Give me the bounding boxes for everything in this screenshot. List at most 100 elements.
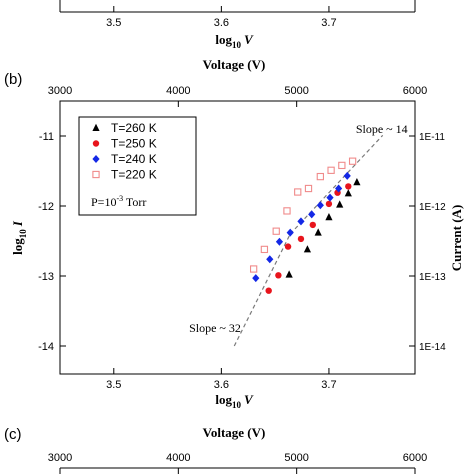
data-point: [316, 172, 324, 181]
panel-c: (c) Voltage (V) 3000 4000 5000 6000: [4, 425, 427, 474]
data-point: [266, 255, 274, 264]
data-point: [326, 193, 334, 202]
legend-marker: [92, 170, 100, 179]
slope-annotation: Slope ~ 14: [356, 122, 408, 136]
data-point: [325, 200, 333, 208]
panel-b-x-ticks: 3.5 3.6 3.7: [106, 368, 337, 391]
panel-b-label: (b): [4, 71, 22, 88]
data-point: [345, 183, 352, 190]
panel-c-top-tick-label: 5000: [284, 452, 308, 464]
legend-pressure-note: P=10-3 Torr: [91, 194, 146, 209]
panel-b-right-tick-label: 1E-14: [419, 342, 446, 353]
panel-b-top-tick-label: 6000: [403, 85, 427, 97]
slope-fit-line: [233, 233, 291, 347]
panel-b-right-axis-label: Current (A): [449, 205, 464, 272]
panel-b-y-tick-label: -13: [38, 271, 54, 283]
data-point: [294, 188, 302, 196]
panel-b-x-tick-label: 3.5: [106, 379, 121, 391]
panel-b-ylabel-var: I: [10, 220, 25, 227]
legend-label: T=240 K: [111, 152, 157, 166]
panel-b-ylabel-sub: 10: [18, 229, 28, 239]
legend-pressure-unit: Torr: [123, 195, 146, 209]
data-point: [297, 235, 305, 243]
panel-b-plot-frame: [59, 100, 416, 375]
data-point: [353, 178, 361, 186]
data-point: [285, 270, 293, 278]
data-point: [265, 287, 272, 294]
panel-b-y-tick-label: -11: [39, 131, 54, 143]
data-point: [297, 217, 305, 226]
panel-b-right-tick-label: 1E-13: [419, 272, 446, 283]
panel-b-right-tick-label: 1E-12: [419, 202, 446, 213]
panel-b-top-ticks: 3000 4000 5000 6000: [48, 85, 427, 107]
panel-a-x-tick-label: 3.6: [214, 17, 229, 29]
panel-b-legend: T=260 K T=250 KT=240 K T=220 K P=10-3 Torr: [78, 116, 197, 216]
legend-marker: [92, 123, 100, 131]
panel-c-top-ticks: 3000 4000 5000 6000: [48, 452, 427, 474]
panel-c-top-tick-label: 6000: [403, 452, 427, 464]
data-point: [316, 201, 324, 210]
legend-marker: [92, 140, 100, 147]
data-point: [252, 274, 260, 283]
panel-b-annotations: Slope ~ 14 Slope ~ 32: [189, 122, 408, 335]
panel-a-x-tick-label: 3.5: [106, 17, 121, 29]
panel-b-y-ticks: -11 -12 -13 -14: [38, 131, 66, 353]
data-point: [272, 227, 280, 235]
data-point: [338, 161, 346, 170]
data-point: [275, 237, 284, 246]
legend-items: T=260 K T=250 KT=240 K T=220 K: [92, 121, 157, 182]
panel-b-right-ticks: 1E-11 1E-12 1E-13 1E-14: [409, 132, 446, 353]
panel-a-x-ticks: 3.5 3.6 3.7: [106, 6, 337, 29]
data-point: [344, 189, 352, 197]
data-point: [314, 228, 322, 236]
data-point: [335, 184, 343, 193]
panel-b-top-tick-label: 4000: [166, 85, 190, 97]
panel-b-series: [249, 157, 361, 294]
legend-pressure-base: P=10: [91, 195, 116, 209]
data-point: [260, 245, 269, 254]
panel-b-right-tick-label: 1E-11: [419, 132, 445, 143]
legend-box: [78, 116, 197, 216]
legend-marker: [92, 155, 100, 163]
panel-b: (b) Voltage (V) 3000 4000 5000 6000 3.5 3.6 3…: [4, 57, 464, 410]
panel-a-xlabel-var: V: [244, 32, 254, 47]
data-point: [286, 228, 294, 237]
panel-b-ylabel-base: log: [10, 238, 25, 255]
panel-a-xlabel-sub: 10: [232, 40, 242, 50]
panel-b-y-axis-label: log10 I: [10, 220, 28, 255]
data-point: [309, 221, 317, 229]
legend-label: T=250 K: [111, 137, 157, 151]
panel-b-top-axis-label: Voltage (V): [203, 57, 266, 72]
data-point: [304, 184, 313, 193]
data-point: [275, 272, 282, 279]
data-point: [284, 243, 292, 250]
panel-b-y-tick-label: -14: [38, 341, 54, 353]
panel-a: 3.5 3.6 3.7 log10 V: [59, 0, 416, 50]
data-point: [325, 213, 333, 221]
panel-c-top-tick-label: 3000: [48, 452, 72, 464]
data-point: [348, 157, 357, 165]
panel-b-x-axis-label: log10 V: [215, 392, 254, 410]
legend-label: T=220 K: [111, 168, 157, 182]
panel-b-xlabel-var: V: [244, 392, 254, 407]
panel-b-x-tick-label: 3.6: [214, 379, 229, 391]
panel-b-x-tick-label: 3.7: [321, 379, 336, 391]
panel-b-y-tick-label: -12: [38, 201, 54, 213]
panel-c-top-axis-label: Voltage (V): [203, 425, 266, 440]
panel-b-top-tick-label: 3000: [48, 85, 72, 97]
panel-b-fit-lines: [233, 134, 384, 347]
data-point: [303, 245, 312, 253]
panel-c-label: (c): [4, 426, 22, 443]
data-point: [308, 210, 316, 219]
slope-fit-line: [289, 134, 384, 235]
panel-b-xlabel-base: log: [215, 392, 232, 407]
panel-a-x-axis-label: log10 V: [215, 32, 254, 50]
data-point: [249, 265, 258, 273]
panel-a-x-tick-label: 3.7: [321, 17, 336, 29]
panel-b-top-tick-label: 5000: [284, 85, 308, 97]
data-point: [343, 171, 351, 180]
data-point: [336, 200, 344, 208]
slope-annotation: Slope ~ 32: [189, 321, 241, 335]
legend-label: T=260 K: [111, 121, 157, 135]
